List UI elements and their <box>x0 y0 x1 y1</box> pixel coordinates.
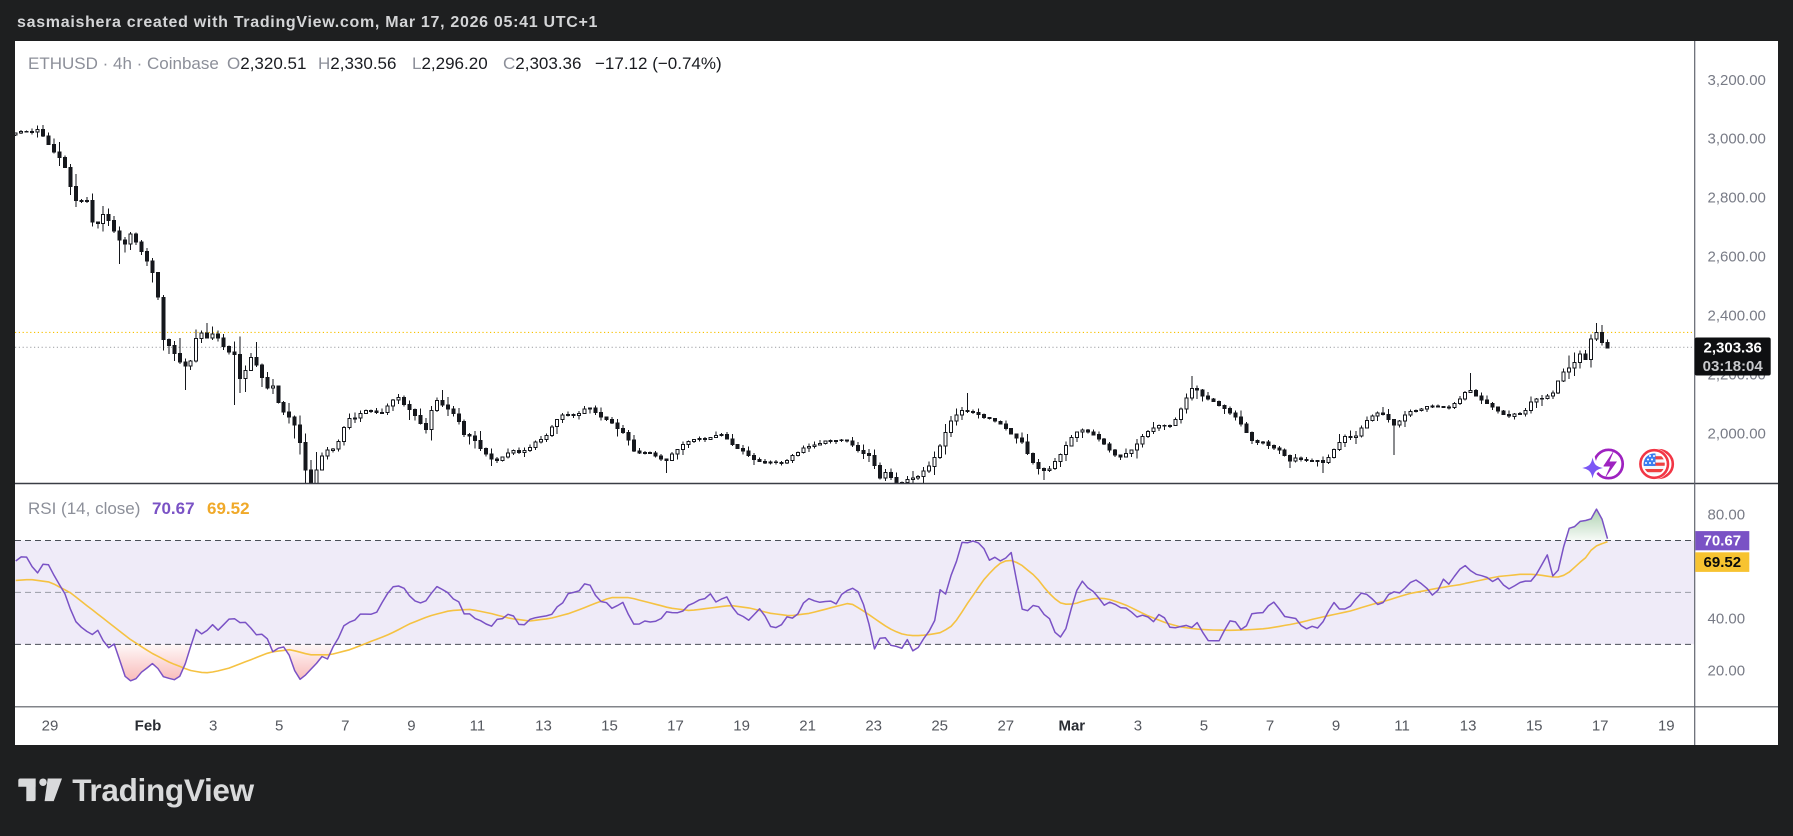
svg-text:69.52: 69.52 <box>1704 554 1742 571</box>
svg-text:15: 15 <box>601 717 618 734</box>
svg-text:80.00: 80.00 <box>1708 507 1746 524</box>
svg-text:3: 3 <box>1134 717 1142 734</box>
svg-text:70.67: 70.67 <box>1704 533 1742 550</box>
svg-text:13: 13 <box>535 717 552 734</box>
svg-text:17: 17 <box>1592 717 1609 734</box>
svg-text:13: 13 <box>1460 717 1477 734</box>
svg-text:40.00: 40.00 <box>1708 611 1746 628</box>
svg-text:15: 15 <box>1526 717 1543 734</box>
svg-text:03:18:04: 03:18:04 <box>1703 358 1764 375</box>
svg-text:5: 5 <box>275 717 283 734</box>
svg-text:3,200.00: 3,200.00 <box>1708 72 1766 89</box>
svg-text:3: 3 <box>209 717 217 734</box>
svg-text:25: 25 <box>931 717 948 734</box>
svg-text:27: 27 <box>997 717 1014 734</box>
svg-text:7: 7 <box>1266 717 1274 734</box>
svg-text:17: 17 <box>667 717 684 734</box>
svg-text:7: 7 <box>341 717 349 734</box>
svg-text:Mar: Mar <box>1058 717 1085 734</box>
svg-text:9: 9 <box>407 717 415 734</box>
svg-text:11: 11 <box>470 717 486 734</box>
svg-text:5: 5 <box>1200 717 1208 734</box>
svg-text:9: 9 <box>1332 717 1340 734</box>
svg-text:20.00: 20.00 <box>1708 663 1746 680</box>
svg-text:TradingView: TradingView <box>72 772 254 808</box>
svg-text:2,600.00: 2,600.00 <box>1708 249 1766 266</box>
svg-text:2,400.00: 2,400.00 <box>1708 308 1766 325</box>
svg-text:Feb: Feb <box>135 717 162 734</box>
svg-text:19: 19 <box>733 717 750 734</box>
svg-text:29: 29 <box>42 717 59 734</box>
svg-text:2,800.00: 2,800.00 <box>1708 190 1766 207</box>
svg-text:2,303.36: 2,303.36 <box>1704 339 1762 356</box>
svg-text:19: 19 <box>1658 717 1675 734</box>
svg-text:23: 23 <box>865 717 882 734</box>
svg-text:3,000.00: 3,000.00 <box>1708 131 1766 148</box>
svg-text:2,000.00: 2,000.00 <box>1708 425 1766 442</box>
svg-text:11: 11 <box>1394 717 1410 734</box>
svg-text:21: 21 <box>799 717 816 734</box>
